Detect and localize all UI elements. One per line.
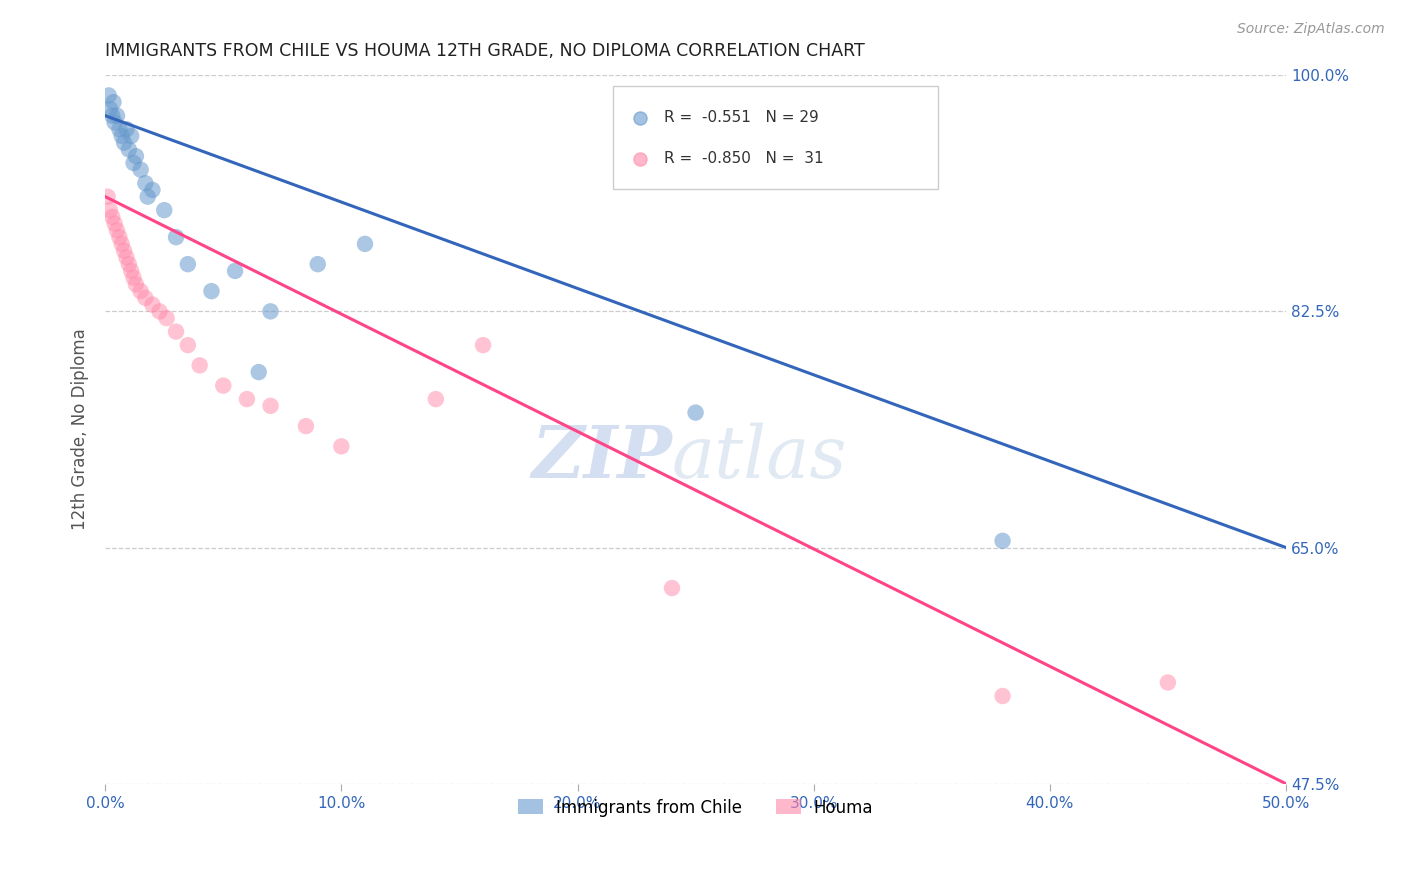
- Point: [136, 189, 159, 203]
- Point: [104, 217, 127, 231]
- Text: Source: ZipAtlas.com: Source: ZipAtlas.com: [1237, 22, 1385, 37]
- Point: [108, 230, 131, 244]
- Point: [472, 338, 495, 352]
- Point: [165, 325, 187, 339]
- FancyBboxPatch shape: [613, 86, 938, 188]
- Point: [108, 122, 131, 136]
- Point: [103, 95, 125, 110]
- Point: [111, 236, 134, 251]
- Point: [330, 439, 353, 453]
- Point: [259, 399, 281, 413]
- Point: [125, 149, 148, 163]
- Point: [129, 284, 152, 298]
- Text: R =  -0.850   N =  31: R = -0.850 N = 31: [664, 152, 824, 166]
- Point: [295, 419, 318, 434]
- Point: [97, 88, 120, 103]
- Point: [118, 143, 141, 157]
- Point: [101, 210, 124, 224]
- Point: [112, 136, 135, 150]
- Point: [134, 176, 156, 190]
- Point: [165, 230, 187, 244]
- Point: [97, 189, 120, 203]
- Point: [112, 244, 135, 258]
- Point: [104, 115, 127, 129]
- Legend: Immigrants from Chile, Houma: Immigrants from Chile, Houma: [509, 790, 882, 825]
- Text: IMMIGRANTS FROM CHILE VS HOUMA 12TH GRADE, NO DIPLOMA CORRELATION CHART: IMMIGRANTS FROM CHILE VS HOUMA 12TH GRAD…: [105, 42, 865, 60]
- Point: [177, 257, 200, 271]
- Point: [354, 236, 377, 251]
- Point: [991, 689, 1014, 703]
- Point: [120, 264, 142, 278]
- Point: [425, 392, 447, 406]
- Point: [105, 109, 128, 123]
- Y-axis label: 12th Grade, No Diploma: 12th Grade, No Diploma: [72, 328, 89, 531]
- Point: [148, 304, 170, 318]
- Point: [98, 102, 121, 116]
- Point: [98, 203, 121, 218]
- Text: atlas: atlas: [672, 423, 848, 493]
- Point: [247, 365, 270, 379]
- Point: [188, 359, 211, 373]
- Point: [685, 406, 707, 420]
- Point: [101, 109, 124, 123]
- Point: [661, 581, 683, 595]
- Point: [1157, 675, 1180, 690]
- Point: [156, 311, 179, 326]
- Point: [134, 291, 156, 305]
- Point: [141, 298, 163, 312]
- Point: [122, 156, 145, 170]
- Point: [236, 392, 259, 406]
- Point: [259, 304, 281, 318]
- Point: [141, 183, 163, 197]
- Point: [120, 128, 142, 143]
- Point: [177, 338, 200, 352]
- Point: [224, 264, 246, 278]
- Point: [125, 277, 148, 292]
- Point: [115, 251, 138, 265]
- Point: [307, 257, 329, 271]
- Point: [153, 203, 176, 218]
- Point: [105, 223, 128, 237]
- Text: ZIP: ZIP: [531, 422, 672, 493]
- Text: R =  -0.551   N = 29: R = -0.551 N = 29: [664, 111, 818, 125]
- Point: [118, 257, 141, 271]
- Point: [122, 270, 145, 285]
- Point: [200, 284, 222, 298]
- Point: [115, 122, 138, 136]
- Point: [129, 162, 152, 177]
- Point: [111, 128, 134, 143]
- Point: [212, 378, 235, 392]
- Point: [991, 533, 1014, 548]
